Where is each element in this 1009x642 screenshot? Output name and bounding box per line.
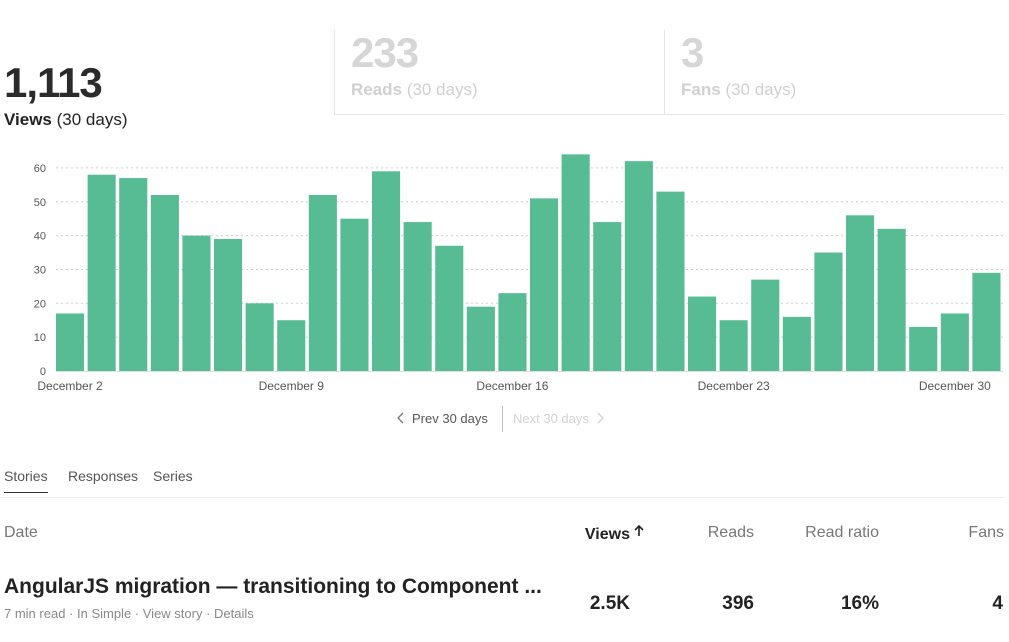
bar [846, 215, 875, 371]
stat-views[interactable]: 1,113 Views (30 days) [0, 30, 334, 130]
column-fans[interactable]: Fans [968, 524, 1004, 541]
stat-reads[interactable]: 233 Reads (30 days) [334, 30, 665, 115]
read-time: 7 min read [4, 606, 66, 621]
sort-up-arrow-icon [634, 524, 644, 536]
bar [909, 327, 938, 371]
fans-label: Fans (30 days) [681, 80, 796, 100]
fans-label-text: Fans [681, 80, 721, 99]
stats-tabs: Stories Responses Series [0, 465, 1004, 498]
x-tick-label: December 16 [476, 379, 548, 393]
views-period: (30 days) [56, 110, 128, 129]
views-label-text: Views [4, 110, 52, 129]
y-tick-label: 0 [40, 366, 46, 378]
column-views-label: Views [584, 526, 630, 543]
bar [656, 191, 685, 371]
bar [435, 245, 464, 371]
bar [119, 178, 148, 371]
story-title[interactable]: AngularJS migration — transitioning to C… [4, 575, 542, 598]
y-tick-label: 40 [34, 231, 46, 243]
stats-header: 1,113 Views (30 days) 233 Reads (30 days… [0, 0, 1009, 130]
views-bar-chart: 0 10 20 30 40 50 60 December 2 December 9 Decembe… [34, 154, 1004, 393]
x-tick-label: December 30 [919, 379, 991, 393]
next-label: Next 30 days [513, 411, 589, 426]
chevron-right-icon [597, 412, 604, 424]
views-label: Views (30 days) [4, 110, 128, 130]
y-tick-label: 30 [34, 264, 46, 276]
reads-count: 233 [351, 29, 419, 76]
details-link[interactable]: Details [214, 606, 254, 621]
row-reads: 396 [722, 593, 754, 614]
row-views: 2.5K [589, 593, 630, 614]
bar [87, 174, 116, 371]
prev-30-days-link[interactable]: Prev 30 days [396, 411, 488, 426]
y-tick-label: 10 [34, 332, 46, 344]
bar [782, 316, 811, 371]
bar [624, 161, 653, 371]
bar [530, 198, 559, 371]
fans-period: (30 days) [725, 80, 797, 99]
table-header: Date Views Reads Read ratio Fans [0, 524, 1009, 546]
bar [877, 228, 906, 371]
bar [277, 320, 306, 371]
bar [940, 313, 969, 371]
bar [245, 303, 274, 371]
bar [972, 272, 1001, 371]
bar [214, 239, 243, 371]
reads-period: (30 days) [406, 80, 478, 99]
column-date[interactable]: Date [4, 524, 38, 541]
views-count: 1,113 [4, 59, 103, 106]
bar [719, 320, 748, 371]
view-story-link[interactable]: View story [142, 606, 203, 621]
bar [466, 306, 495, 371]
chevron-left-icon [397, 412, 404, 424]
row-read-ratio: 16% [840, 593, 879, 614]
story-meta: 7 min read · In Simple · View story · De… [4, 606, 254, 621]
column-views[interactable]: Views [585, 524, 645, 544]
bar [814, 252, 843, 371]
bar [561, 154, 590, 371]
bar [593, 222, 622, 371]
y-tick-label: 20 [34, 298, 46, 310]
bar [403, 222, 432, 371]
pager-divider [502, 406, 503, 432]
row-fans: 4 [992, 593, 1003, 614]
y-tick-label: 50 [34, 197, 46, 209]
bar [150, 195, 179, 371]
next-30-days-link: Next 30 days [513, 411, 605, 426]
bar [751, 279, 780, 371]
column-reads[interactable]: Reads [707, 524, 754, 541]
bar [182, 235, 211, 371]
reads-label: Reads (30 days) [351, 80, 478, 100]
x-tick-label: December 23 [698, 379, 770, 393]
fans-count: 3 [681, 29, 704, 76]
tab-series[interactable]: Series [153, 468, 193, 484]
stat-fans[interactable]: 3 Fans (30 days) [664, 30, 1005, 115]
x-tick-label: December 2 [37, 379, 103, 393]
pager: Prev 30 days Next 30 days [0, 406, 1009, 432]
table-row: AngularJS migration — transitioning to C… [0, 573, 1009, 633]
tab-responses[interactable]: Responses [68, 468, 139, 484]
reads-label-text: Reads [351, 80, 403, 99]
bar [308, 195, 337, 371]
x-tick-label: December 9 [259, 379, 325, 393]
bar [56, 313, 85, 371]
publication-link[interactable]: In Simple [76, 606, 132, 621]
bar [372, 171, 401, 371]
prev-label: Prev 30 days [412, 411, 488, 426]
tab-stories[interactable]: Stories [4, 468, 48, 493]
bar [688, 296, 717, 371]
bar [340, 218, 369, 371]
column-read-ratio[interactable]: Read ratio [805, 524, 879, 541]
y-tick-label: 60 [34, 163, 46, 175]
bar [498, 293, 527, 371]
